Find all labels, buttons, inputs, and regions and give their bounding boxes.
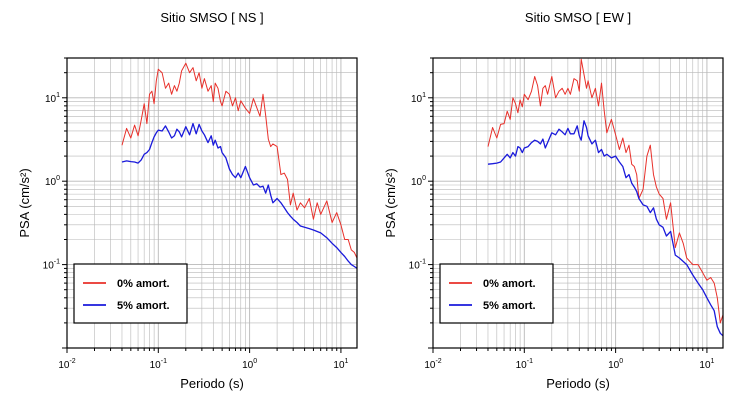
y-tick-exponent: 0 [56, 175, 60, 182]
y-tick-base: 10 [411, 94, 423, 105]
x-axis-label: Periodo (s) [546, 376, 610, 391]
y-tick-label: 10-1 [43, 259, 60, 272]
axis-ticks [428, 57, 708, 353]
y-tick-exponent: 1 [56, 92, 60, 99]
x-tick-base: 10 [516, 360, 528, 371]
x-tick-label: 10-2 [58, 358, 75, 371]
legend: 0% amort. 5% amort. [439, 263, 554, 324]
y-axis-label: PSA (cm/s²) [383, 168, 398, 237]
x-tick-base: 10 [424, 360, 436, 371]
x-tick-base: 10 [333, 360, 345, 371]
y-axis-label: PSA (cm/s²) [17, 168, 32, 237]
y-tick-base: 10 [45, 94, 57, 105]
y-tick-label: 101 [45, 92, 60, 105]
x-tick-base: 10 [58, 360, 70, 371]
x-tick-exponent: 1 [345, 358, 349, 365]
y-tick-exponent: -1 [420, 259, 426, 266]
x-tick-base: 10 [699, 360, 711, 371]
y-tick-base: 10 [45, 177, 57, 188]
series-line-undamped [121, 62, 358, 259]
x-tick-label: 101 [699, 358, 714, 371]
y-tick-label: 101 [411, 92, 426, 105]
legend-box [73, 263, 188, 324]
y-tick-exponent: 1 [422, 92, 426, 99]
grid-lines [66, 57, 357, 349]
y-tick-base: 10 [43, 261, 55, 272]
legend-label: 5% amort. [483, 300, 536, 312]
x-tick-label: 10-1 [150, 358, 167, 371]
y-tick-label: 100 [411, 175, 426, 188]
y-tick-exponent: -1 [54, 259, 60, 266]
x-tick-exponent: 1 [711, 358, 715, 365]
legend: 0% amort. 5% amort. [73, 263, 188, 324]
legend-label: 0% amort. [117, 278, 170, 290]
x-tick-base: 10 [608, 360, 620, 371]
plot-frame [66, 57, 358, 349]
y-tick-label: 100 [45, 175, 60, 188]
series-line-undamped [487, 58, 724, 324]
x-tick-exponent: 0 [253, 358, 257, 365]
y-tick-base: 10 [409, 261, 421, 272]
x-tick-exponent: -2 [69, 358, 75, 365]
chart-title: Sitio SMSO [ NS ] [160, 10, 263, 25]
chart-title: Sitio SMSO [ EW ] [525, 10, 631, 25]
axis-ticks [62, 57, 342, 353]
x-tick-label: 100 [608, 358, 623, 371]
x-tick-label: 10-2 [424, 358, 441, 371]
legend-label: 5% amort. [117, 300, 170, 312]
x-tick-label: 10-1 [516, 358, 533, 371]
x-tick-exponent: -1 [161, 358, 167, 365]
series-line-damped [487, 120, 724, 337]
x-tick-base: 10 [150, 360, 162, 371]
series-line-damped [121, 122, 358, 269]
x-tick-exponent: -2 [435, 358, 441, 365]
x-tick-exponent: 0 [619, 358, 623, 365]
x-tick-base: 10 [242, 360, 254, 371]
x-axis-label: Periodo (s) [180, 376, 244, 391]
y-tick-exponent: 0 [422, 175, 426, 182]
legend-label: 0% amort. [483, 278, 536, 290]
x-tick-label: 100 [242, 358, 257, 371]
x-tick-exponent: -1 [527, 358, 533, 365]
x-tick-label: 101 [333, 358, 348, 371]
y-tick-label: 10-1 [409, 259, 426, 272]
plot-frame [432, 57, 724, 349]
legend-box [439, 263, 554, 324]
y-tick-base: 10 [411, 177, 423, 188]
